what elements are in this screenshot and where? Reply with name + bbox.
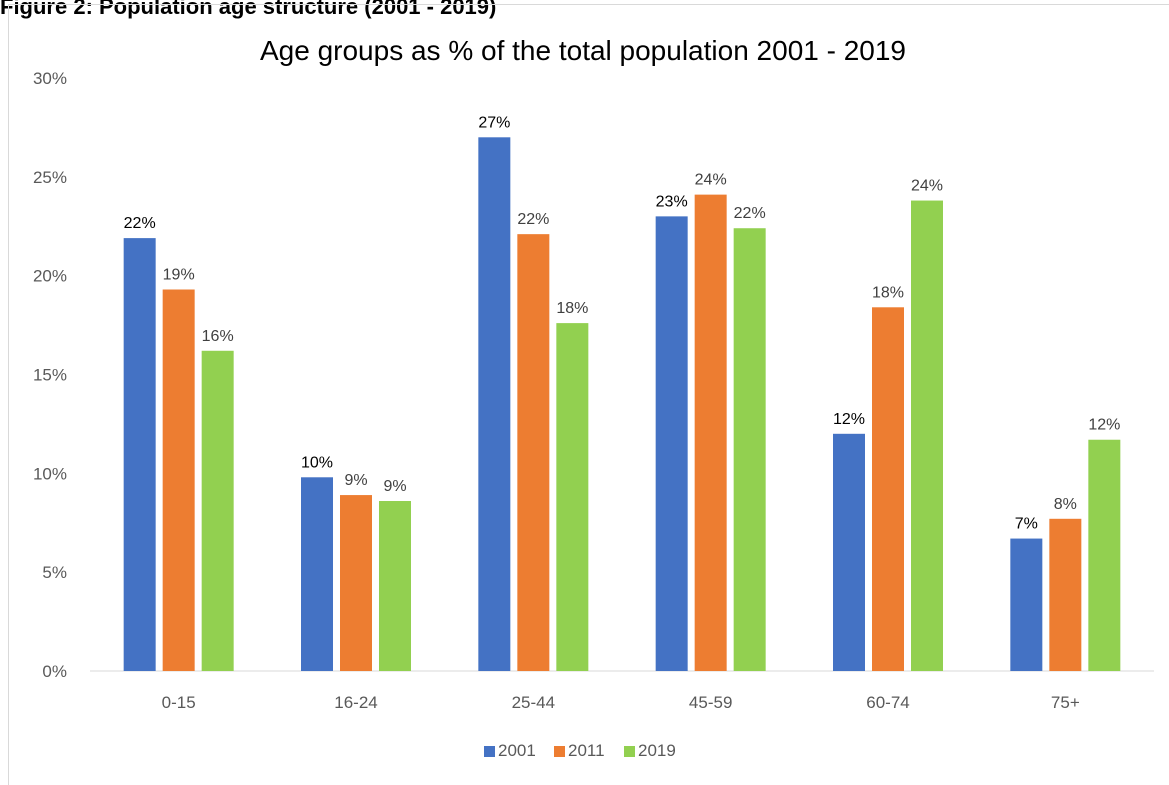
bar-2019-45-59 [733,228,766,671]
x-axis: 0-15 16-24 25-44 45-59 60-74 75+ [90,670,1154,712]
data-label: 23% [656,193,688,210]
bar-2001-45-59 [655,216,688,671]
y-tick-label: 10% [33,464,67,483]
y-tick-label: 25% [33,168,67,187]
y-tick-label: 20% [33,267,67,286]
chart-frame: Age groups as % of the total population … [8,4,1169,785]
bar-2011-45-59 [694,194,727,671]
data-label: 16% [202,328,234,345]
x-tick-label: 0-15 [162,693,196,712]
chart-title: Age groups as % of the total population … [260,35,906,66]
data-label: 8% [1054,496,1077,513]
data-labels: 22% 19% 16% 10% 9% 9% 27% 22% 18% 23% 24% 22% 12% 18%… [124,114,1121,532]
y-axis: 0% 5% 10% 15% 20% 25% 30% [33,69,67,681]
bar-2019-75+ [1088,439,1121,671]
legend-label: 2019 [638,741,676,760]
bar-2019-0-15 [201,350,234,671]
data-label: 7% [1015,516,1038,533]
x-tick-label: 45-59 [689,693,732,712]
data-label: 19% [163,267,195,284]
bars [123,137,1121,672]
bar-2001-75+ [1010,538,1043,671]
bar-chart: Age groups as % of the total population … [33,35,1154,760]
bar-2001-16-24 [301,477,333,671]
data-label: 9% [344,472,367,489]
data-label: 24% [695,172,727,189]
data-label: 12% [1088,417,1120,434]
data-label: 12% [833,411,865,428]
bar-2011-60-74 [872,307,904,671]
data-label: 22% [124,215,156,232]
legend-swatch [554,746,565,757]
legend-swatch [484,746,495,757]
y-tick-label: 0% [42,662,67,681]
data-label: 27% [478,114,510,131]
bar-2011-25-44 [517,234,550,671]
data-label: 18% [872,284,904,301]
data-label: 22% [734,205,766,222]
bar-2001-25-44 [478,137,511,672]
y-tick-label: 5% [42,563,67,582]
legend-label: 2001 [498,741,536,760]
legend-swatch [624,746,635,757]
bar-2011-16-24 [340,495,372,671]
legend-label: 2011 [568,741,605,760]
bar-2001-0-15 [123,238,156,672]
y-tick-label: 30% [33,69,67,88]
data-label: 10% [301,454,333,471]
x-tick-label: 25-44 [512,693,555,712]
bar-2011-0-15 [162,289,195,671]
data-label: 18% [556,300,588,317]
legend: 2001 2011 2019 [484,741,676,760]
x-tick-label: 16-24 [334,693,377,712]
bar-2011-75+ [1049,518,1082,671]
bar-2001-60-74 [833,433,865,671]
bar-2019-60-74 [911,200,943,671]
x-tick-label: 60-74 [866,693,909,712]
y-tick-label: 15% [33,366,67,385]
data-label: 9% [383,478,406,495]
bar-2019-25-44 [556,323,589,671]
data-label: 22% [517,211,549,228]
data-label: 24% [911,178,943,195]
bar-2019-16-24 [379,501,411,671]
x-tick-label: 75+ [1051,693,1080,712]
